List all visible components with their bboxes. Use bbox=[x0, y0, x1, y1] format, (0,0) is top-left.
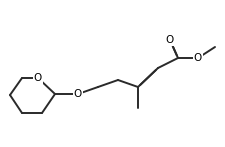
Text: O: O bbox=[34, 73, 42, 83]
Text: O: O bbox=[166, 35, 174, 45]
Text: O: O bbox=[194, 53, 202, 63]
Text: O: O bbox=[74, 89, 82, 99]
